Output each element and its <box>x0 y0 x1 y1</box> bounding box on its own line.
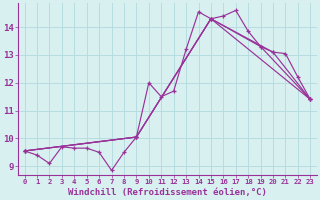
X-axis label: Windchill (Refroidissement éolien,°C): Windchill (Refroidissement éolien,°C) <box>68 188 267 197</box>
